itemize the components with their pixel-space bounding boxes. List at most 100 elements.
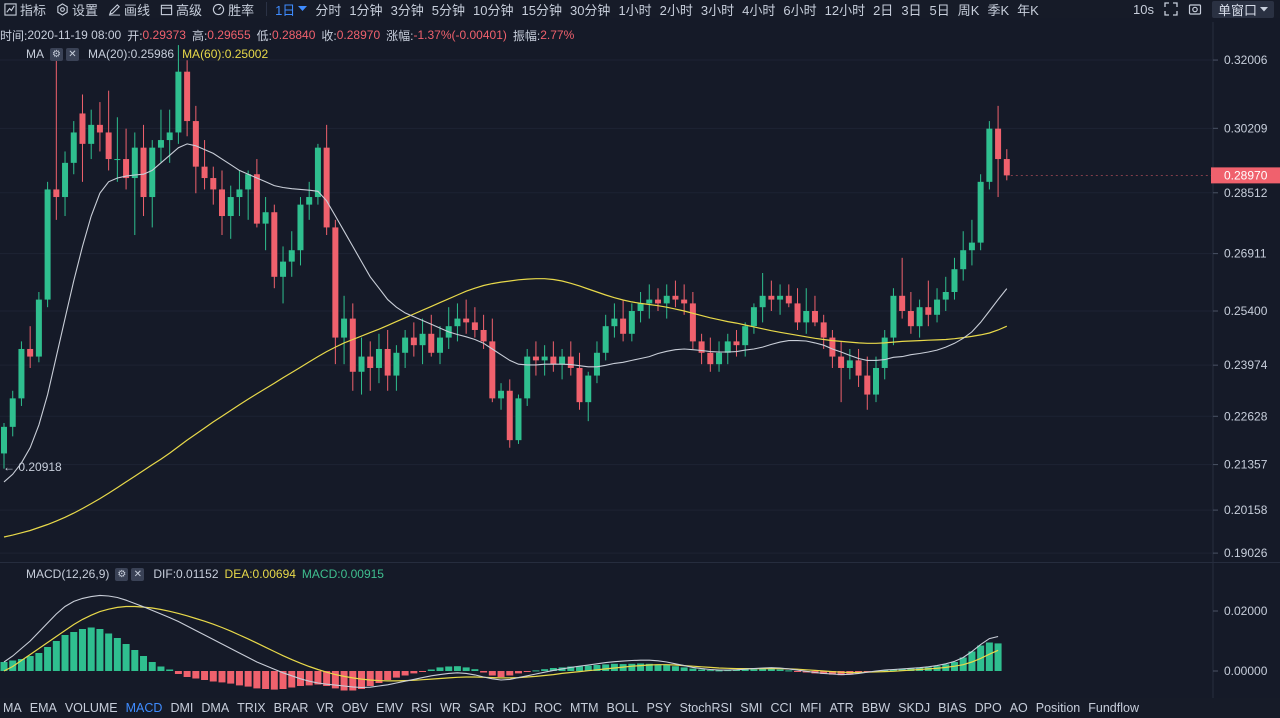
time-value: 2020-11-19 08:00 — [27, 28, 122, 42]
candle-body — [9, 398, 16, 427]
dea-value: DEA:0.00694 — [224, 567, 296, 581]
indicator-tab[interactable]: BIAS — [938, 701, 967, 715]
candle-body — [681, 299, 688, 304]
timeframe-option[interactable]: 15分钟 — [521, 2, 562, 18]
timeframe-option[interactable]: 6小时 — [783, 2, 817, 18]
macd-bar — [366, 671, 374, 686]
indicator-tab[interactable]: BRAR — [273, 701, 309, 715]
indicator-menu-button[interactable]: 指标 — [0, 0, 52, 18]
indicator-tab[interactable]: DMA — [201, 701, 230, 715]
macd-settings-icon[interactable]: ⚙ — [115, 567, 129, 581]
refresh-interval[interactable]: 10s — [1133, 1, 1154, 17]
timeframe-option[interactable]: 3日 — [901, 2, 922, 18]
timeframe-option[interactable]: 季K — [987, 2, 1010, 18]
macd-bar — [741, 669, 749, 671]
indicator-tab[interactable]: ROC — [534, 701, 563, 715]
macd-bar — [323, 671, 331, 686]
indicator-tab[interactable]: TRIX — [237, 701, 266, 715]
candle-body — [367, 356, 374, 368]
timeframe-option[interactable]: 12小时 — [824, 2, 866, 18]
indicator-tab[interactable]: DMI — [170, 701, 194, 715]
settings-button[interactable]: 设置 — [52, 0, 104, 18]
candle-body — [88, 124, 95, 144]
indicator-tab[interactable]: Position — [1035, 701, 1081, 715]
indicator-tab[interactable]: SAR — [468, 701, 495, 715]
macd-bar — [794, 671, 802, 672]
candlestick-chart[interactable]: 0.32006 0.30209 0.28512 0.26911 0.25400 0.239… — [0, 22, 1280, 562]
indicator-tab[interactable]: StochRSI — [679, 701, 733, 715]
timeframe-option[interactable]: 周K — [957, 2, 980, 18]
indicator-tab[interactable]: EMA — [29, 701, 57, 715]
price-tick-label: 0.25400 — [1224, 304, 1268, 318]
macd-bar — [488, 671, 496, 676]
indicator-tab[interactable]: SMI — [740, 701, 763, 715]
fullscreen-icon[interactable] — [1164, 2, 1178, 16]
macd-bar — [419, 671, 427, 672]
settings-label: 设置 — [72, 2, 99, 18]
candle-body — [881, 337, 888, 368]
timeframe-option[interactable]: 5分钟 — [431, 2, 466, 18]
timeframe-option[interactable]: 30分钟 — [569, 2, 611, 18]
macd-bar — [427, 669, 435, 671]
indicator-tab[interactable]: SKDJ — [898, 701, 931, 715]
indicator-tab[interactable]: CCI — [770, 701, 793, 715]
macd-chart[interactable]: 0.02000 0.00000 — [0, 562, 1280, 698]
indicator-tab[interactable]: BBW — [861, 701, 891, 715]
screenshot-icon[interactable] — [1188, 2, 1202, 16]
candle-body — [794, 303, 801, 323]
candle-body — [986, 128, 993, 182]
candle-body — [846, 360, 853, 368]
timeframe-option[interactable]: 3分钟 — [390, 2, 424, 18]
gauge-icon — [212, 3, 225, 15]
timeframe-option[interactable]: 5日 — [929, 2, 950, 18]
timeframe-option[interactable]: 3小时 — [700, 2, 735, 18]
indicator-tab[interactable]: MA — [3, 701, 22, 715]
macd-close-icon[interactable]: ✕ — [131, 567, 145, 581]
candle-body — [803, 310, 810, 323]
indicator-tab[interactable]: Fundflow — [1088, 701, 1139, 715]
candle-body — [620, 318, 627, 334]
macd-bar — [471, 669, 479, 671]
timeframe-option[interactable]: 1分钟 — [349, 2, 383, 18]
draw-line-button[interactable]: 画线 — [104, 0, 156, 18]
indicator-tab[interactable]: DPO — [974, 701, 1002, 715]
macd-bar — [61, 635, 69, 671]
macd-bar — [244, 671, 252, 687]
indicator-tab[interactable]: VOLUME — [64, 701, 118, 715]
ma-settings-icon[interactable]: ⚙ — [50, 47, 63, 61]
candle-body — [227, 197, 234, 217]
timeframe-dropdown[interactable]: 1日 — [273, 0, 311, 19]
timeframe-option[interactable]: 2小时 — [659, 2, 693, 18]
indicator-tab[interactable]: RSI — [411, 701, 433, 715]
indicator-tabs: MA EMA VOLUME MACD DMI DMA TRIX BRAR VR OBV EMV RSI… — [0, 698, 1280, 718]
indicator-tab[interactable]: ATR — [829, 701, 854, 715]
candle-body — [131, 147, 138, 179]
timeframe-option[interactable]: 分时 — [315, 2, 342, 18]
timeframe-option[interactable]: 4小时 — [742, 2, 776, 18]
toolbar-divider — [266, 2, 268, 16]
draw-line-label: 画线 — [124, 2, 151, 18]
timeframe-option[interactable]: 2日 — [873, 2, 894, 18]
indicator-tab[interactable]: MTM — [570, 701, 599, 715]
indicator-tab[interactable]: EMV — [376, 701, 404, 715]
candle-body — [907, 310, 914, 327]
indicator-tab[interactable]: BOLL — [606, 701, 639, 715]
caret-down-icon — [1260, 6, 1268, 11]
candle-body — [332, 227, 339, 338]
ma-close-icon[interactable]: ✕ — [66, 47, 79, 61]
indicator-tab[interactable]: MFI — [800, 701, 822, 715]
timeframe-option[interactable]: 年K — [1017, 2, 1039, 18]
advanced-button[interactable]: 高级 — [156, 0, 208, 18]
indicator-tab[interactable]: MACD — [125, 701, 163, 715]
indicator-tab[interactable]: OBV — [341, 701, 369, 715]
indicator-tab[interactable]: PSY — [646, 701, 672, 715]
indicator-tab[interactable]: WR — [440, 701, 461, 715]
win-rate-button[interactable]: 胜率 — [208, 0, 260, 18]
indicator-tab[interactable]: AO — [1009, 701, 1028, 715]
amplitude-label: 振幅: — [512, 28, 541, 43]
timeframe-option[interactable]: 10分钟 — [473, 2, 514, 18]
timeframe-option[interactable]: 1小时 — [618, 2, 652, 18]
indicator-tab[interactable]: KDJ — [502, 701, 527, 715]
window-mode-dropdown[interactable]: 单窗口 — [1211, 0, 1274, 18]
indicator-tab[interactable]: VR — [316, 701, 334, 715]
